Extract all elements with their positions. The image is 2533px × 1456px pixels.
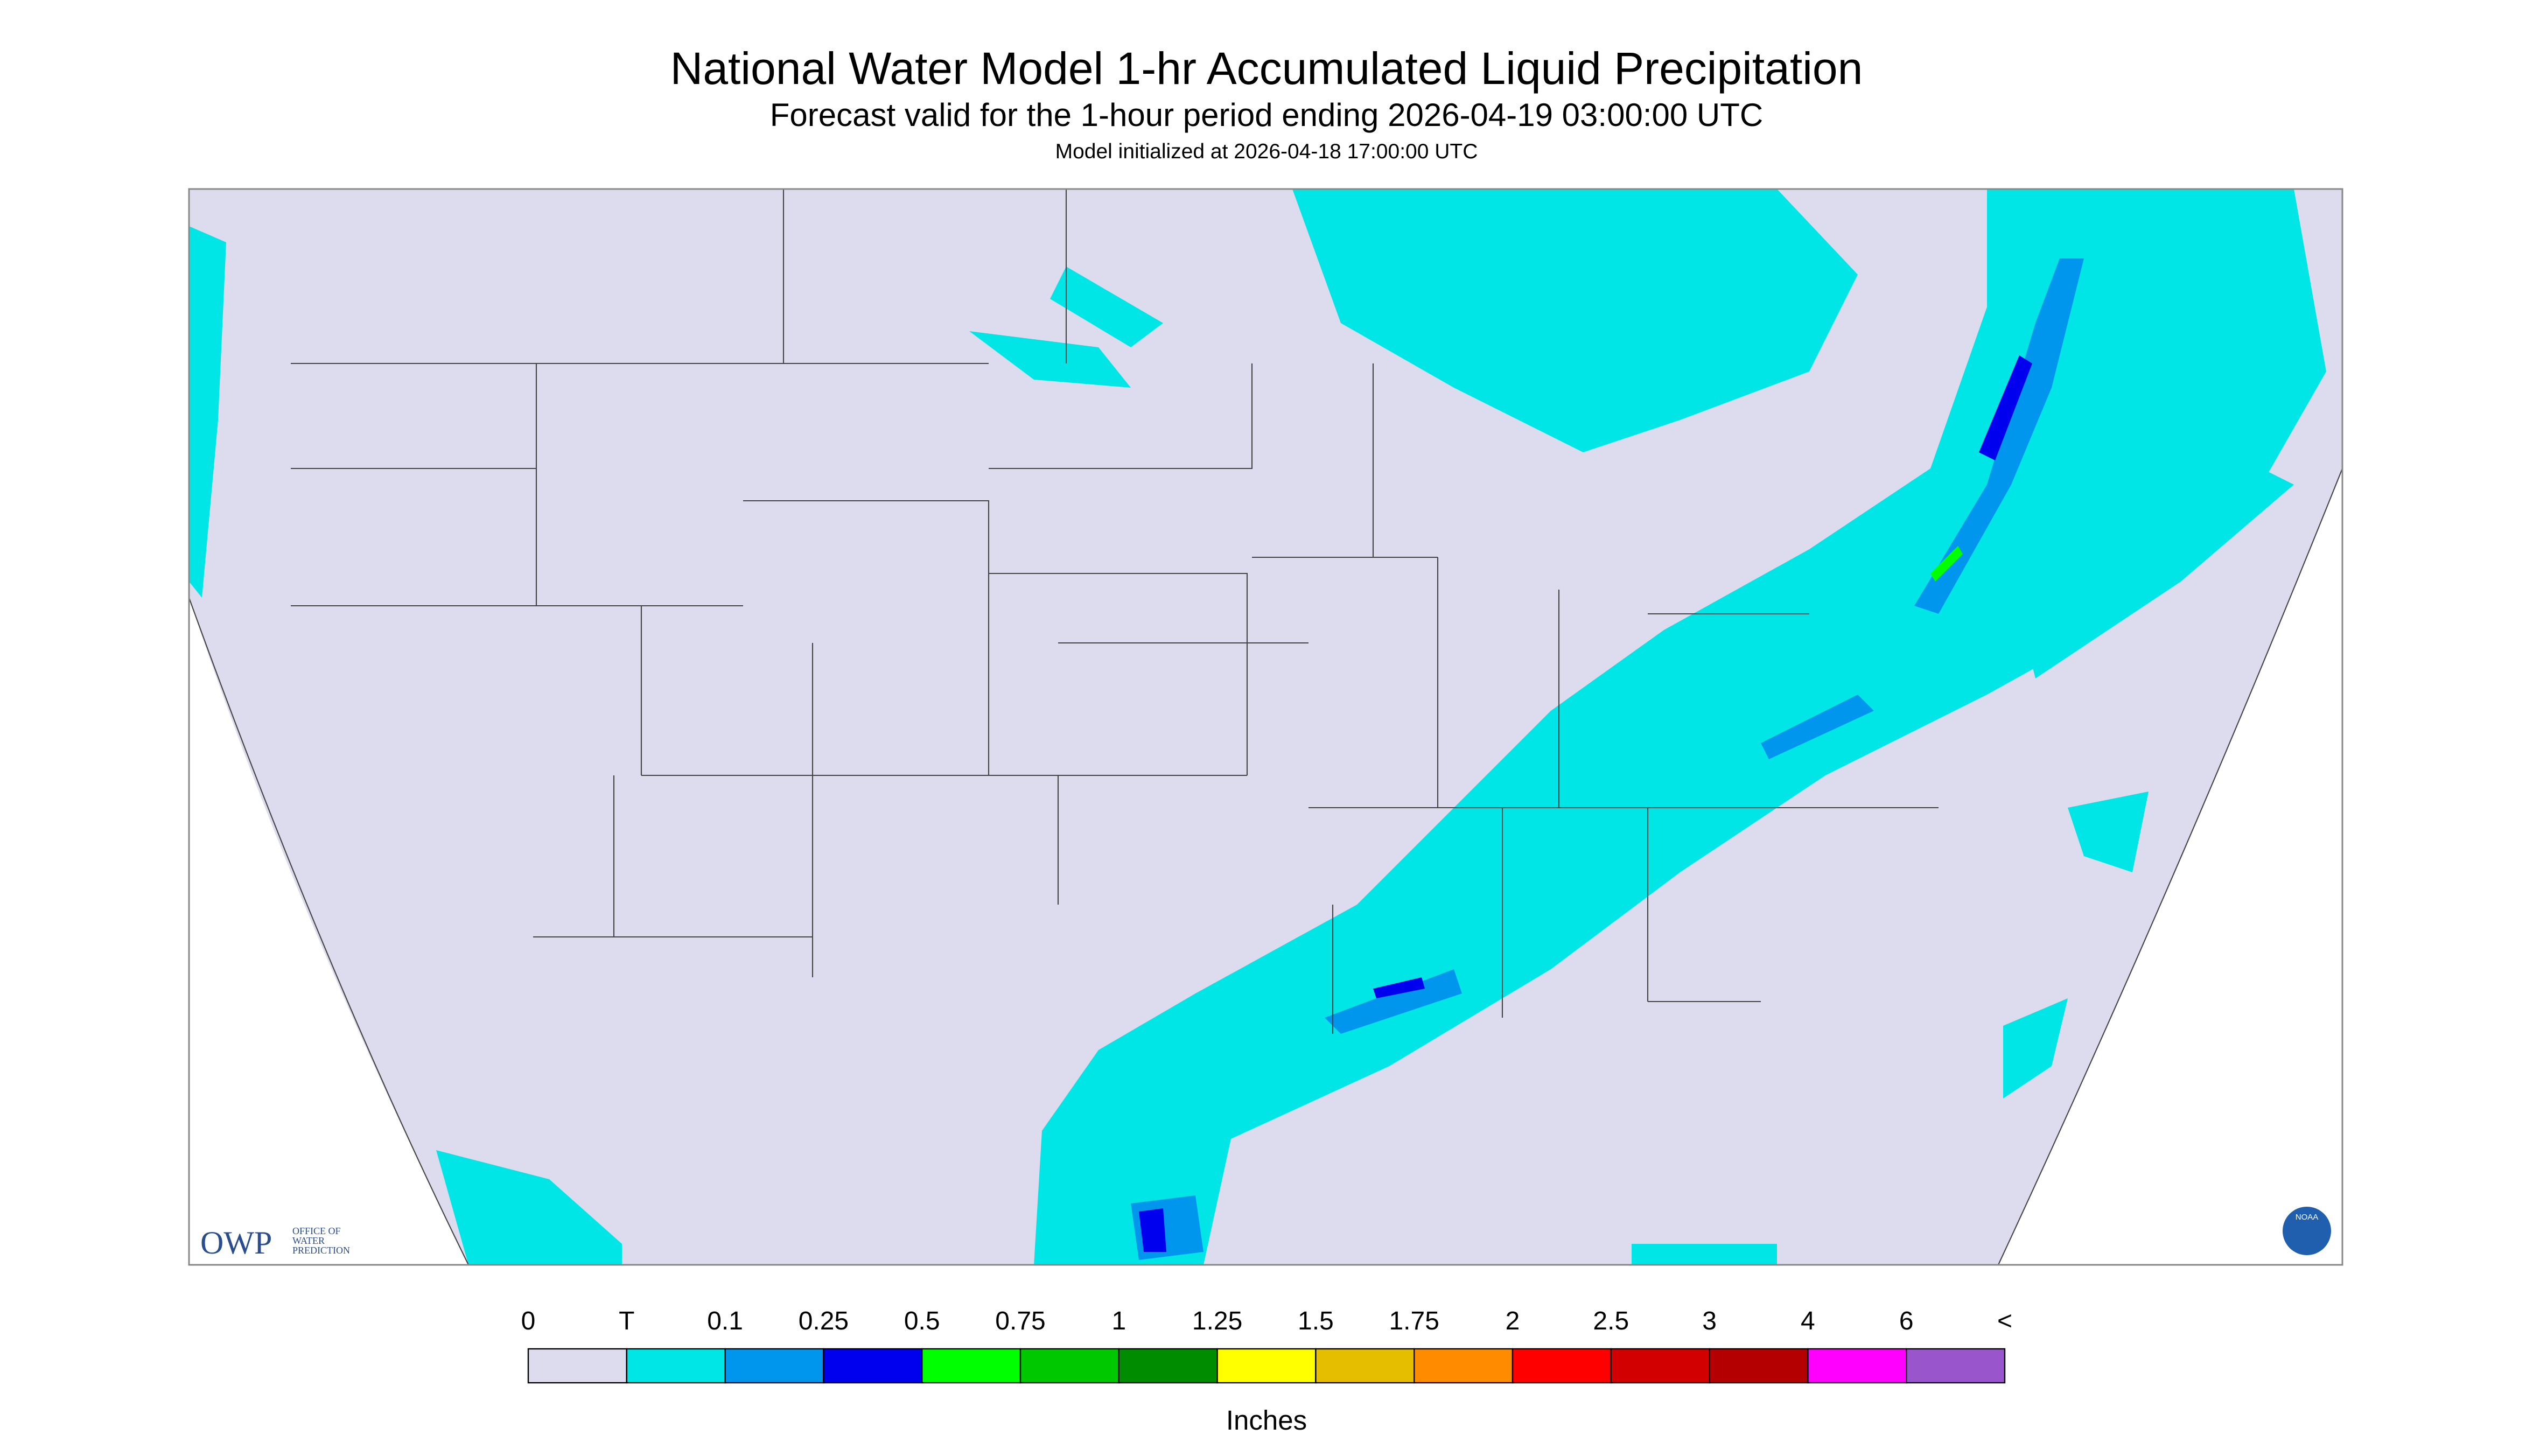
colorbar-swatch [1905,1348,2006,1384]
state-boundaries [188,189,2343,1265]
colorbar-label: 6 [1899,1307,1914,1335]
colorbar-swatch [626,1348,726,1384]
colorbar-label: 1.5 [1298,1307,1334,1335]
colorbar-label: 0.1 [707,1307,743,1335]
colorbar-swatch [527,1348,628,1384]
colorbar-label: 4 [1801,1307,1815,1335]
colorbar-label: 0.75 [995,1307,1045,1335]
colorbar-label: 0 [521,1307,536,1335]
colorbar-label: 1 [1111,1307,1126,1335]
colorbar-label: T [619,1307,634,1335]
noaa-text: NOAA [2296,1213,2319,1222]
model-domain [189,189,2342,1265]
colorbar-swatch [1019,1348,1120,1384]
colorbar-swatch [1610,1348,1710,1384]
colorbar-swatch [823,1348,923,1384]
colorbar-swatch [1118,1348,1218,1384]
colorbar-swatch [724,1348,824,1384]
colorbar-swatch [1414,1348,1514,1384]
colorbar-label: 2 [1506,1307,1520,1335]
colorbar-label: 0.25 [799,1307,849,1335]
owp-name: OFFICE OF [292,1226,341,1236]
owp-name: PREDICTION [292,1245,350,1256]
owp-logo: OWP [200,1225,272,1261]
colorbar-swatch [1315,1348,1415,1384]
colorbar-label: 2.5 [1593,1307,1629,1335]
colorbar-swatch [1216,1348,1317,1384]
subtitle: Forecast valid for the 1-hour period end… [770,97,1763,133]
colorbar-unit: Inches [1226,1405,1307,1436]
colorbar-label: < [1997,1307,2012,1335]
colorbar-swatch [921,1348,1021,1384]
colorbar-swatch [1709,1348,1809,1384]
precip-moderate [1139,355,2032,1252]
noaa-logo [2283,1207,2331,1256]
map-frame [188,188,2343,1266]
colorbar-label: 1.75 [1389,1307,1439,1335]
colorbar-label: 1.25 [1192,1307,1242,1335]
title: National Water Model 1-hr Accumulated Li… [670,43,1863,94]
colorbar-swatch [1807,1348,1907,1384]
colorbar-label: 0.5 [904,1307,940,1335]
init-time: Model initialized at 2026-04-18 17:00:00… [1055,140,1478,163]
colorbar-swatch [1512,1348,1612,1384]
colorbar: 0 T 0.1 0.25 0.5 0.75 1 1.25 1.5 1.75 2 2.5 3 4 6 < [521,1307,2012,1384]
map-panel: OWP OFFICE OF WATER PREDICTION NOAA [188,188,2343,1266]
precip-heavy [1930,546,1963,582]
colorbar-label: 3 [1702,1307,1717,1335]
owp-name: WATER [292,1235,325,1246]
